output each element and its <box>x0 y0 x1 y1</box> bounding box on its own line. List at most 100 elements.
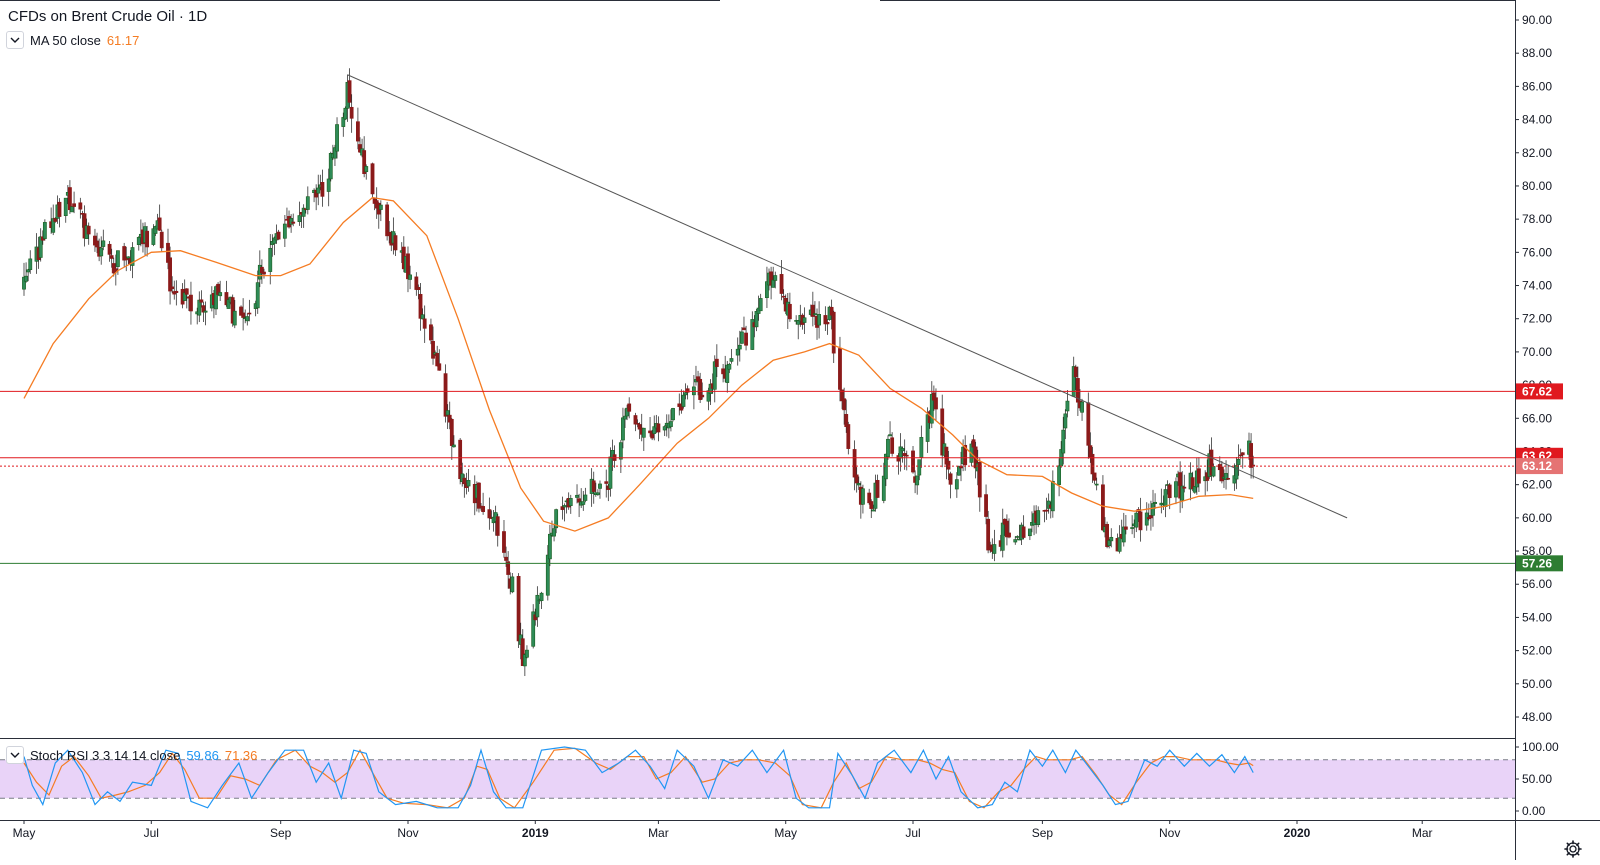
candle <box>487 497 492 530</box>
candle <box>940 394 945 468</box>
price-tick-label: 86.00 <box>1522 79 1552 93</box>
candle <box>216 282 220 296</box>
candle <box>26 268 31 282</box>
candles[interactable] <box>22 68 1256 677</box>
price-axis[interactable]: 90.00 88.00 86.00 84.00 82.00 80.00 78.00 76.00… <box>1515 13 1552 724</box>
candle <box>531 604 536 649</box>
candle <box>729 348 734 364</box>
candle <box>842 387 847 425</box>
candle <box>101 229 106 251</box>
stoch-d-line[interactable] <box>23 747 1254 809</box>
candle <box>725 360 730 393</box>
time-axis[interactable]: May Jul Sep Nov 2019 Mar May Jul Sep Nov 2020 Mar <box>13 820 1433 840</box>
candle <box>1007 518 1011 539</box>
candle <box>445 404 450 430</box>
candle <box>598 480 602 499</box>
level-label: 67.62 <box>1522 384 1552 398</box>
candle <box>856 476 861 490</box>
candle <box>136 236 141 251</box>
candle <box>1090 447 1095 483</box>
candle <box>1000 508 1005 558</box>
trendline[interactable] <box>347 74 1348 519</box>
candle <box>986 510 991 554</box>
candle <box>477 482 481 513</box>
time-tick-label: 2019 <box>522 826 549 840</box>
chevron-down-icon[interactable] <box>6 746 24 764</box>
candle <box>443 364 448 423</box>
candle <box>460 462 465 487</box>
candle <box>735 337 740 366</box>
candle <box>641 427 646 451</box>
candle <box>422 305 427 343</box>
candle <box>347 68 352 108</box>
ma-50-line[interactable] <box>23 196 1254 532</box>
candle <box>1182 474 1187 493</box>
candle <box>1015 535 1020 540</box>
stoch-legend-d: 71.36 <box>224 747 258 763</box>
candle <box>1017 524 1022 541</box>
candle <box>662 425 667 437</box>
level-label: 57.26 <box>1522 556 1552 570</box>
candle <box>1050 470 1055 518</box>
candle <box>844 399 849 433</box>
candle <box>174 280 179 306</box>
candle <box>63 197 68 223</box>
price-tick-label: 50.00 <box>1522 677 1552 691</box>
candle <box>282 214 287 248</box>
candle <box>502 520 506 558</box>
candle <box>495 513 500 547</box>
candle <box>787 292 792 322</box>
candle <box>618 439 623 473</box>
candle <box>272 236 277 256</box>
candle <box>957 465 961 476</box>
stoch-legend-k: 59.86 <box>186 747 219 763</box>
candle <box>758 293 763 312</box>
candle <box>226 297 231 309</box>
candle <box>577 493 582 518</box>
candle <box>648 417 652 437</box>
price-tick-label: 54.00 <box>1522 610 1552 624</box>
candle <box>744 325 748 351</box>
candle <box>977 458 982 512</box>
symbol-title[interactable]: CFDs on Brent Crude Oil · 1D <box>8 8 208 25</box>
gear-icon[interactable] <box>1562 838 1584 860</box>
candle <box>451 435 456 448</box>
candle <box>581 490 586 511</box>
candle <box>262 268 266 279</box>
time-tick-label: Nov <box>1159 826 1180 840</box>
candle <box>685 385 690 400</box>
ma-legend[interactable]: MA 50 close 61.17 <box>6 31 139 49</box>
candle <box>328 151 333 182</box>
candle <box>781 289 786 305</box>
candle <box>796 320 801 340</box>
price-tick-label: 52.00 <box>1522 644 1552 658</box>
candle <box>888 421 892 437</box>
candle <box>633 412 638 432</box>
candle <box>765 266 769 309</box>
chevron-down-icon[interactable] <box>6 31 24 49</box>
candle <box>1036 506 1041 528</box>
price-tick-label: 60.00 <box>1522 511 1552 525</box>
candle <box>326 168 331 207</box>
candle <box>109 248 114 268</box>
candle <box>370 162 375 199</box>
candle <box>38 228 43 262</box>
candle <box>535 586 540 627</box>
candle <box>1130 515 1135 535</box>
candle <box>604 469 609 498</box>
stoch-legend[interactable]: Stoch RSI 3 3 14 14 close 59.86 71.36 <box>6 746 257 764</box>
candle <box>406 246 410 293</box>
candle <box>420 308 425 320</box>
price-tick-label: 56.00 <box>1522 577 1552 591</box>
candle <box>635 419 640 428</box>
candle <box>890 432 895 457</box>
candle <box>539 591 544 609</box>
candle <box>852 440 857 491</box>
candle <box>393 233 398 256</box>
candle <box>1057 458 1061 497</box>
stoch-k-line[interactable] <box>23 746 1254 809</box>
candle <box>948 471 953 499</box>
stoch-rsi-pane[interactable]: 100.00 50.00 0.00 <box>0 740 1559 818</box>
